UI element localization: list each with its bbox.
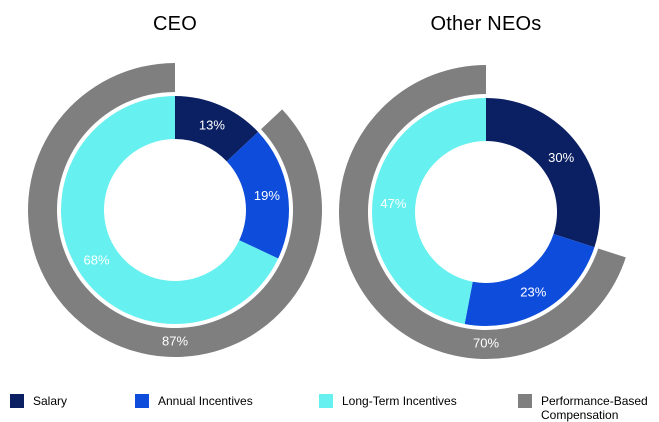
slice-annual-incentives xyxy=(464,233,595,326)
ring-label-performance-based-compensation: 87% xyxy=(162,334,188,349)
legend-label-performance-based-compensation: Performance-Based Compensation xyxy=(541,394,648,422)
legend-item-long-term-incentives: Long-Term Incentives xyxy=(319,394,457,408)
slice-label-long-term-incentives: 68% xyxy=(83,252,109,267)
other-neos-donut-chart: 30% 23% 47% 70% xyxy=(339,65,626,359)
ring-label-performance-based-compensation: 70% xyxy=(473,336,499,351)
legend-label-salary: Salary xyxy=(33,394,68,408)
legend-item-performance-based-compensation: Performance-Based Compensation xyxy=(518,394,659,422)
ceo-donut-chart: 13% 19% 68% 87% xyxy=(28,63,323,357)
slice-annual-incentives xyxy=(226,131,289,259)
slice-label-long-term-incentives: 47% xyxy=(380,196,406,211)
chart-title-other-neos: Other NEOs xyxy=(430,13,542,35)
chart-title-ceo: CEO xyxy=(153,13,197,35)
slice-salary xyxy=(486,98,601,248)
legend-label-long-term-incentives: Long-Term Incentives xyxy=(342,394,457,408)
long-term-incentives-swatch xyxy=(319,394,333,408)
slice-label-annual-incentives: 19% xyxy=(254,188,280,203)
legend-item-annual-incentives: Annual Incentives xyxy=(135,394,253,408)
slice-long-term-incentives xyxy=(372,98,486,324)
performance-based-compensation-swatch xyxy=(518,394,532,408)
slice-label-annual-incentives: 23% xyxy=(520,285,546,300)
slice-label-salary: 30% xyxy=(548,150,574,165)
slice-label-salary: 13% xyxy=(199,117,225,132)
legend-label-annual-incentives: Annual Incentives xyxy=(158,394,253,408)
slice-salary xyxy=(175,96,259,162)
salary-swatch xyxy=(10,394,24,408)
annual-incentives-swatch xyxy=(135,394,149,408)
legend-item-salary: Salary xyxy=(10,394,67,408)
slice-long-term-incentives xyxy=(61,96,279,324)
